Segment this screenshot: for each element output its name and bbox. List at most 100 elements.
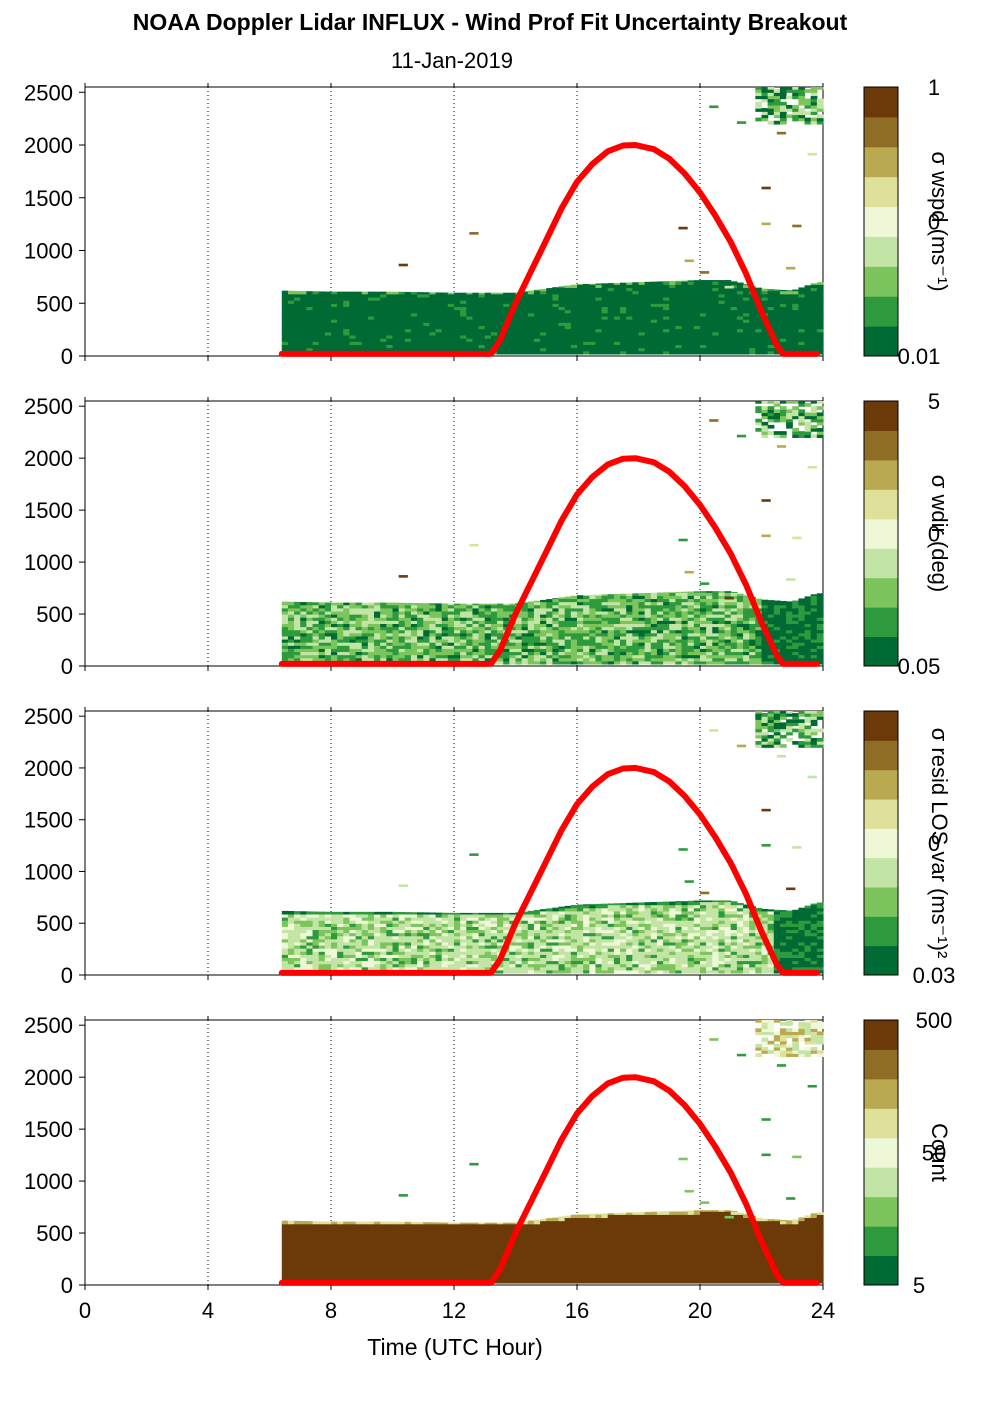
heatmap-cell [798,412,806,417]
heatmap-cell [798,434,806,438]
heatmap-cell [478,341,486,345]
heatmap-cell [626,617,633,621]
heatmap-cell [429,617,437,621]
heatmap-cell [478,322,486,327]
heatmap-cell [417,300,424,304]
heatmap-cell [367,923,375,927]
heatmap-cell [324,604,332,609]
heatmap-cell [398,920,406,924]
heatmap-cell [675,626,683,631]
heatmap-cell [620,617,627,621]
heatmap-cell [337,607,344,612]
heatmap-cell [749,614,756,618]
heatmap-cell [281,623,289,628]
heatmap-cell [761,412,769,417]
heatmap-cell [398,325,406,330]
heatmap-cell [601,350,609,355]
heatmap-cell [281,929,289,934]
heatmap-cell [447,648,455,653]
heatmap-cell [521,347,529,352]
heatmap-cell [798,431,806,435]
heatmap-cell [337,303,344,308]
heatmap-cell [706,642,713,646]
heatmap-cell [779,289,787,292]
heatmap-cell [540,963,547,968]
heatmap-cell [767,401,775,404]
heatmap-cell [700,601,707,606]
heatmap-cell [546,941,553,946]
heatmap-cell [730,281,738,285]
heatmap-cell [484,306,492,311]
heatmap-cell [331,344,338,349]
heatmap-cell [570,610,578,615]
heatmap-cell [306,312,314,317]
heatmap-cell [404,614,412,618]
heatmap-cell [718,604,726,609]
heatmap-cell [767,319,775,323]
heatmap-cell [287,951,295,955]
heatmap-cell [583,629,590,634]
heatmap-cell [663,607,670,612]
heatmap-cell [736,347,744,352]
heatmap-cell [527,325,535,330]
heatmap-cell [410,626,418,631]
heatmap-cell [792,322,799,327]
heatmap-cell [410,607,418,612]
heatmap-cell [404,651,412,656]
heatmap-cell [552,938,560,943]
heatmap-cell [454,292,461,295]
heatmap-cell [638,617,646,621]
heatmap-cell [490,929,498,934]
heatmap-cell [287,913,295,918]
heatmap-cell [816,322,824,327]
heatmap-cell [650,334,658,339]
heatmap-cell [392,642,400,646]
heatmap-cell [472,926,480,931]
heatmap-cell [767,344,775,349]
heatmap-cell [613,617,621,621]
heatmap-cell [644,651,652,656]
heatmap-cell [472,923,480,927]
heatmap-cell [484,944,492,949]
heatmap-cell [527,938,535,943]
heatmap-cell [294,960,301,965]
heatmap-cell [773,296,781,301]
heatmap-cell [392,306,400,311]
heatmap-cell [324,938,332,943]
heatmap-cell [324,920,332,924]
heatmap-cell [736,648,744,653]
heatmap-cell [712,341,720,345]
heatmap-cell [804,610,812,615]
heatmap-cell [300,614,307,618]
heatmap-cell [675,293,683,298]
heatmap-cell [410,642,418,646]
heatmap-cell [294,614,301,618]
heatmap-cell [343,638,351,643]
heatmap-cell [435,951,443,955]
heatmap-cell [773,645,781,649]
heatmap-cell [374,932,381,937]
heatmap-cell [712,635,720,640]
heatmap-cell [374,626,381,631]
heatmap-cell [570,657,578,662]
heatmap-cell [441,604,449,609]
heatmap-cell [515,319,523,323]
heatmap-cell [613,312,621,317]
heatmap-cell [583,607,590,612]
heatmap-cell [441,603,449,606]
heatmap-cell [681,635,689,640]
heatmap-cell [312,929,320,934]
heatmap-cell [638,629,646,634]
heatmap-cell [367,610,375,615]
heatmap-cell [712,623,720,628]
heatmap-cell [441,338,449,342]
heatmap-cell [798,325,806,330]
heatmap-cell [656,617,664,621]
heatmap-cell [417,626,424,631]
heatmap-cell [767,104,775,109]
heatmap-cell [417,322,424,327]
heatmap-cell [503,604,510,609]
heatmap-cell [743,626,750,631]
heatmap-cell [589,638,597,643]
heatmap-cell [816,635,824,640]
